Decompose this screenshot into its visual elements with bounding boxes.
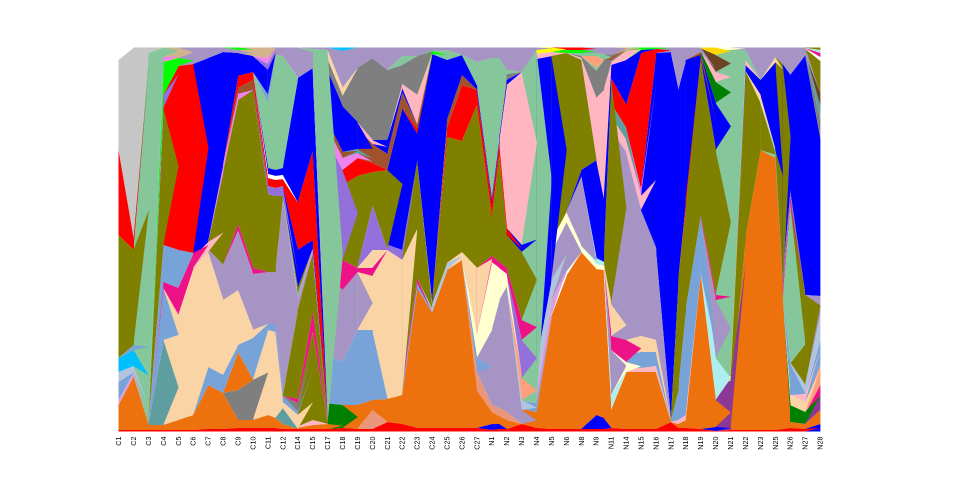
svg-text:C19: C19 [353,436,362,449]
svg-text:N11: N11 [607,437,616,450]
svg-text:N28: N28 [816,436,825,449]
svg-text:C14: C14 [293,436,302,449]
svg-text:C23: C23 [413,436,422,449]
svg-text:N20: N20 [711,436,720,449]
svg-text:N14: N14 [622,436,631,449]
svg-text:N1: N1 [487,437,496,446]
svg-text:N23: N23 [756,436,765,449]
svg-text:C25: C25 [443,436,452,449]
svg-text:N22: N22 [741,436,750,449]
svg-text:N19: N19 [696,436,705,449]
svg-text:C27: C27 [472,436,481,449]
svg-text:C11: C11 [263,437,272,450]
svg-text:N16: N16 [651,436,660,449]
svg-text:C8: C8 [219,437,228,446]
svg-text:N4: N4 [532,437,541,446]
svg-text:C3: C3 [144,437,153,446]
svg-text:N26: N26 [786,436,795,449]
svg-text:C18: C18 [338,436,347,449]
svg-text:C21: C21 [383,436,392,449]
svg-text:C17: C17 [323,436,332,449]
svg-text:N2: N2 [502,437,511,446]
svg-text:C5: C5 [174,437,183,446]
svg-text:N15: N15 [637,436,646,449]
svg-text:C26: C26 [457,436,466,449]
svg-text:C12: C12 [278,436,287,449]
svg-text:N8: N8 [577,437,586,446]
svg-text:N21: N21 [726,436,735,449]
svg-text:N18: N18 [681,436,690,449]
svg-text:C15: C15 [308,436,317,449]
svg-text:C6: C6 [189,437,198,446]
svg-text:N27: N27 [801,436,810,449]
svg-text:N25: N25 [771,436,780,449]
svg-text:C7: C7 [204,437,213,446]
svg-text:N6: N6 [562,437,571,446]
svg-text:C20: C20 [368,436,377,449]
svg-text:N5: N5 [547,437,556,446]
svg-text:N17: N17 [666,436,675,449]
svg-text:C24: C24 [428,436,437,449]
svg-text:C10: C10 [248,436,257,449]
svg-text:C1: C1 [114,437,123,446]
svg-text:C9: C9 [234,437,243,446]
svg-text:N9: N9 [592,437,601,446]
svg-text:C4: C4 [159,437,168,446]
svg-text:C22: C22 [398,436,407,449]
svg-text:C2: C2 [129,437,138,446]
svg-text:N3: N3 [517,437,526,446]
